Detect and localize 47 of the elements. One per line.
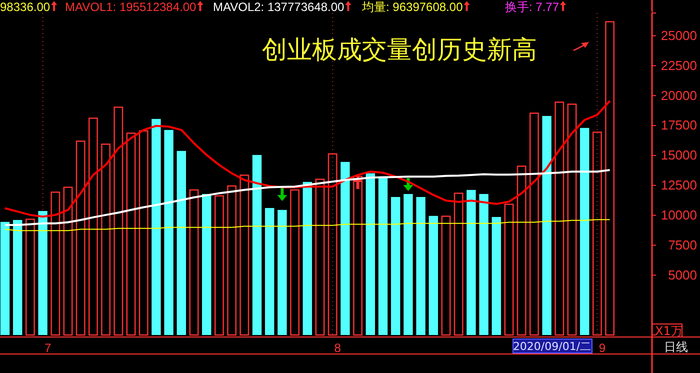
- y-axis-title: X1万: [655, 324, 683, 338]
- bar: [202, 194, 212, 335]
- line-series: [4, 100, 611, 218]
- x-tick-label: 9: [598, 340, 606, 355]
- y-tick-label: 15000: [660, 148, 697, 163]
- bar: [0, 222, 10, 335]
- bar: [542, 116, 552, 335]
- y-tick-label: 20000: [660, 88, 697, 103]
- bar: [428, 216, 438, 335]
- annotation: 98336.00: [0, 0, 50, 14]
- x-tick-label: 7: [44, 340, 52, 355]
- y-tick-label: 7500: [668, 237, 697, 252]
- bar: [13, 220, 22, 335]
- bar: [479, 194, 488, 335]
- y-tick-label: 12500: [660, 178, 697, 193]
- bar: [416, 196, 426, 335]
- bar: [176, 150, 186, 335]
- y-tick-label: 25000: [660, 28, 697, 43]
- bar: [302, 182, 312, 335]
- annotation: 换手: 7.77: [505, 0, 560, 14]
- bar: [38, 210, 48, 335]
- bar: [580, 128, 590, 335]
- text: 日线: [664, 340, 688, 354]
- y-tick-label: 17500: [660, 118, 697, 133]
- y-tick-label: 10000: [660, 207, 697, 222]
- bar: [466, 190, 476, 335]
- annotation: MAVOL1: 195512384.00: [65, 0, 197, 14]
- y-tick-label: 22500: [660, 58, 697, 73]
- bar: [252, 154, 262, 335]
- bar: [340, 162, 350, 335]
- annotation: 均量: 96397608.00: [361, 0, 464, 14]
- line-series: [4, 219, 610, 232]
- bar: [366, 173, 375, 335]
- bar: [391, 196, 400, 335]
- x-tick-label: 8: [334, 340, 342, 355]
- bar: [164, 130, 174, 335]
- bar: [404, 194, 413, 335]
- bar: [492, 216, 501, 335]
- annotation: MAVOL2: 137773648.00: [213, 0, 345, 14]
- bar: [278, 210, 287, 335]
- bar: [378, 176, 388, 335]
- bar: [265, 208, 274, 335]
- text: 2020/09/01/二: [512, 340, 592, 353]
- bar: [152, 118, 161, 335]
- line-series: [4, 169, 611, 226]
- text: 创业板成交量创历史新高: [262, 35, 537, 64]
- y-tick-label: 5000: [668, 267, 697, 282]
